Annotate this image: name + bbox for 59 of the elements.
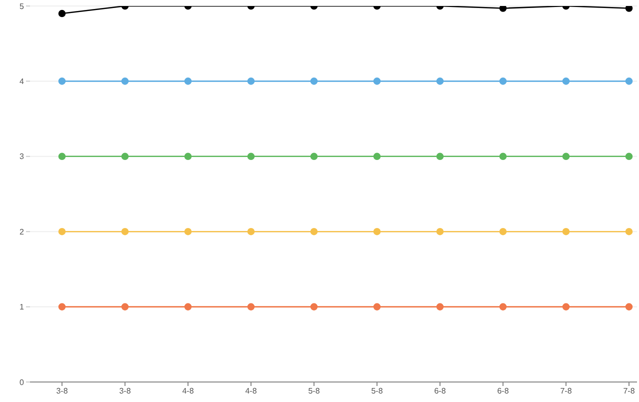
x-tick-label: 6-8 [497,386,510,396]
point [247,152,255,160]
point [310,78,318,85]
point [310,152,318,160]
y-tick-label: 1 [20,302,25,312]
point [247,78,255,85]
point [562,78,570,85]
point [184,303,192,310]
point [499,6,507,12]
point [184,78,192,85]
point [562,152,570,160]
point [121,152,129,160]
point [499,228,507,236]
point [625,228,633,236]
point [625,303,633,310]
point [436,78,444,85]
point [310,303,318,310]
point [562,303,570,310]
x-tick-label: 7-8 [623,386,636,396]
point [58,228,66,236]
point [121,303,129,310]
point [184,228,192,236]
y-tick-label: 5 [20,2,25,11]
point [373,303,381,310]
y-tick-label: 0 [20,378,25,387]
x-tick-label: 3-8 [56,386,68,396]
point [625,78,633,85]
y-tick-label: 2 [20,227,25,236]
x-tick-label: 4-8 [245,386,258,396]
point [436,152,444,160]
point [499,303,507,310]
point [184,152,192,160]
y-tick-label: 3 [20,152,25,162]
point [499,152,507,160]
point [58,78,66,85]
point [625,6,633,12]
x-tick-label: 6-8 [434,386,446,396]
point [373,78,381,85]
point [436,303,444,310]
x-tick-label: 5-8 [371,386,384,396]
point [247,303,255,310]
point [436,228,444,236]
x-tick-label: 4-8 [182,386,194,396]
point [247,228,255,236]
point [373,152,381,160]
point [499,78,507,85]
point [562,228,570,236]
y-tick-label: 4 [20,77,25,86]
point [121,228,129,236]
point [58,303,66,310]
x-tick-label: 3-8 [119,386,132,396]
point [121,78,129,85]
point [58,152,66,160]
x-tick-label: 7-8 [560,386,572,396]
x-tick-label: 5-8 [308,386,320,396]
point [625,152,633,160]
point [58,10,66,18]
point [310,228,318,236]
point [373,228,381,236]
